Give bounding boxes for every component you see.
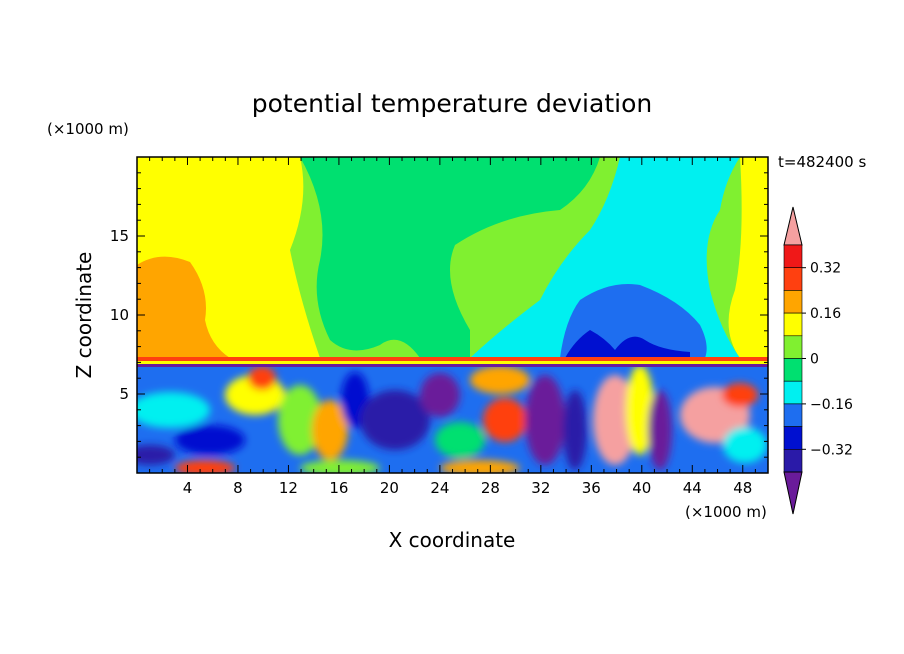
- y-tick-label: 5: [119, 385, 129, 403]
- x-tick-label: 40: [632, 479, 651, 497]
- x-tick-label: 16: [329, 479, 348, 497]
- colorbar-label: 0: [810, 352, 819, 368]
- colorbar-segment: [783, 267, 803, 291]
- colorbar-segment: [783, 448, 803, 473]
- y-tick-label: 15: [110, 227, 129, 245]
- colorbar-label: −0.16: [810, 397, 853, 413]
- x-tick-label: 36: [582, 479, 601, 497]
- heatmap-field: [137, 157, 768, 473]
- colorbar: 0.32 0.16 0 −0.16 −0.32: [783, 206, 853, 515]
- x-tick-label: 48: [733, 479, 752, 497]
- y-axis-label: Z coordinate: [72, 252, 96, 379]
- x-tick-label: 44: [683, 479, 702, 497]
- colorbar-segment: [783, 358, 803, 382]
- colorbar-label: 0.16: [810, 306, 841, 322]
- colorbar-segment: [783, 244, 803, 269]
- y-axis: 5 10 15: [110, 172, 768, 458]
- x-unit-label: (×1000 m): [685, 503, 767, 521]
- time-label: t=482400 s: [778, 153, 866, 171]
- colorbar-segment: [783, 426, 803, 450]
- x-tick-label: 12: [279, 479, 298, 497]
- colorbar-label: 0.32: [810, 261, 841, 277]
- colorbar-segment: [783, 380, 803, 405]
- x-tick-label: 24: [430, 479, 449, 497]
- colorbar-label: −0.32: [810, 442, 853, 458]
- chart-title: potential temperature deviation: [252, 89, 652, 118]
- x-tick-label: 20: [380, 479, 399, 497]
- colorbar-bottom-arrow: [783, 471, 803, 515]
- x-axis-label: X coordinate: [389, 528, 516, 552]
- colorbar-segment: [783, 312, 803, 337]
- y-unit-label: (×1000 m): [47, 120, 129, 138]
- x-axis: 4 8 12 16 20 24 28 32 36 40 44 48: [149, 157, 756, 497]
- x-tick-label: 8: [233, 479, 243, 497]
- colorbar-segment: [783, 403, 803, 427]
- colorbar-segment: [783, 290, 803, 314]
- y-tick-label: 10: [110, 306, 129, 324]
- colorbar-top-arrow: [783, 206, 803, 246]
- x-tick-label: 4: [183, 479, 193, 497]
- x-tick-label: 28: [481, 479, 500, 497]
- colorbar-segment: [783, 335, 803, 359]
- x-tick-label: 32: [531, 479, 550, 497]
